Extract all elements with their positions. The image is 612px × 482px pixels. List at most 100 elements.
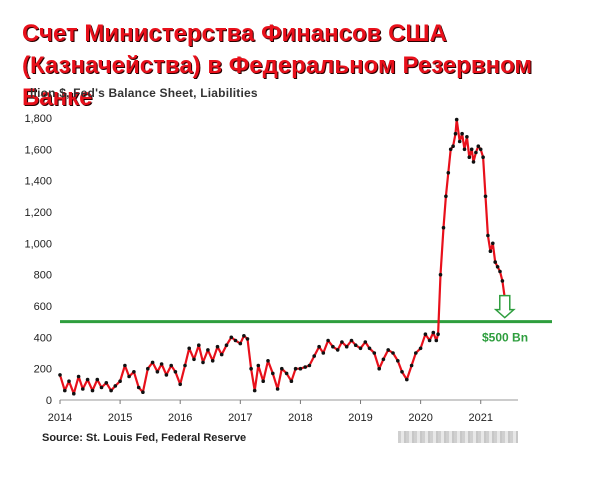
x-tick-label: 2016 <box>168 412 192 424</box>
data-point <box>372 351 377 355</box>
data-point <box>381 357 386 362</box>
data-point <box>444 194 448 199</box>
data-point <box>405 377 409 382</box>
data-point <box>275 387 280 391</box>
data-point <box>483 194 488 199</box>
data-point <box>436 332 440 337</box>
data-point <box>118 379 122 384</box>
data-point <box>81 387 85 391</box>
data-point <box>197 343 201 348</box>
data-point <box>478 147 483 152</box>
data-point <box>495 265 500 269</box>
data-point <box>446 171 451 175</box>
y-tick-label: 400 <box>34 332 52 344</box>
data-point <box>418 346 423 351</box>
data-point <box>90 388 95 393</box>
data-point <box>367 346 372 351</box>
data-point <box>298 366 303 371</box>
data-point <box>486 233 490 238</box>
data-point <box>460 131 464 136</box>
data-point <box>488 249 493 253</box>
data-point <box>353 343 358 348</box>
data-point <box>146 366 150 371</box>
data-point <box>85 377 90 382</box>
data-point <box>256 363 261 368</box>
data-point <box>476 144 481 148</box>
data-point <box>183 363 187 368</box>
data-point <box>280 366 284 371</box>
data-point <box>238 341 243 346</box>
data-point <box>493 260 498 264</box>
data-point <box>481 155 485 159</box>
data-point <box>155 370 160 374</box>
data-point <box>252 388 257 393</box>
data-point <box>326 338 330 343</box>
data-point <box>266 359 270 363</box>
blurred-watermark <box>398 431 518 443</box>
series-line <box>58 118 506 395</box>
x-tick-label: 2015 <box>108 412 132 424</box>
x-tick-label: 2019 <box>348 412 372 424</box>
data-point <box>229 335 234 340</box>
data-point <box>462 147 467 152</box>
data-point <box>453 131 458 136</box>
chart-title: Счет Министерства Финансов США (Казначей… <box>22 20 533 111</box>
data-point <box>224 343 229 348</box>
y-tick-label: 1,200 <box>24 207 52 219</box>
down-arrow-icon <box>493 294 516 319</box>
data-point <box>159 362 164 366</box>
data-point <box>99 385 104 390</box>
data-point <box>469 147 474 152</box>
data-point <box>474 150 478 155</box>
data-point <box>457 139 462 144</box>
data-point <box>67 379 71 384</box>
y-tick-label: 1,600 <box>24 144 52 156</box>
data-point <box>127 374 131 379</box>
data-point <box>498 269 502 274</box>
data-point <box>363 340 368 344</box>
data-point <box>104 381 109 385</box>
data-point <box>164 373 169 377</box>
data-point <box>95 377 100 382</box>
data-point <box>249 366 253 371</box>
data-point <box>141 390 145 395</box>
data-point <box>500 279 505 283</box>
data-point <box>331 344 335 349</box>
threshold-group: $500 Bn <box>60 320 552 345</box>
y-tick-label: 0 <box>46 395 52 407</box>
y-tick-label: 1,400 <box>24 176 52 188</box>
data-point <box>335 348 340 352</box>
source-note: Source: St. Louis Fed, Federal Reserve <box>42 432 247 444</box>
data-point <box>136 385 141 390</box>
x-tick-label: 2021 <box>468 412 492 424</box>
data-point <box>123 363 127 368</box>
data-point <box>284 371 289 376</box>
data-point <box>150 360 155 365</box>
arrow-shape <box>493 294 516 319</box>
y-tick-label: 1,000 <box>24 238 52 250</box>
data-point <box>210 359 215 363</box>
data-point <box>340 340 344 344</box>
data-point <box>58 373 62 377</box>
y-tick-label: 800 <box>34 270 52 282</box>
data-point <box>271 371 275 376</box>
data-point <box>377 366 382 371</box>
data-point <box>317 344 321 349</box>
data-point <box>441 225 446 230</box>
chart-axes: 0 200 400 600 800 1,000 1,200 1,400 1,600 1,800 20… <box>24 113 518 424</box>
data-point <box>491 241 495 246</box>
data-point <box>427 338 432 343</box>
data-point <box>72 391 76 396</box>
data-point <box>448 147 453 152</box>
data-point <box>178 382 182 387</box>
data-point <box>307 363 312 368</box>
data-point <box>173 370 178 374</box>
data-point <box>321 351 326 355</box>
data-point <box>293 366 298 371</box>
data-point <box>423 332 428 337</box>
data-point <box>303 365 308 369</box>
data-point <box>192 357 196 362</box>
threshold-label: $500 Bn <box>482 331 528 345</box>
data-point <box>451 144 455 148</box>
data-point <box>169 363 173 368</box>
